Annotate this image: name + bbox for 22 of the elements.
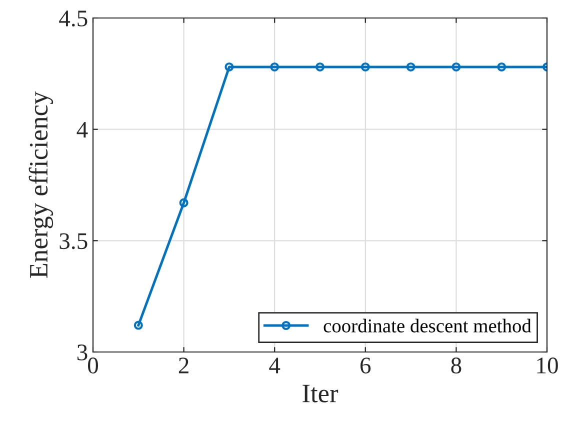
point xyxy=(224,62,234,72)
x-tick-label: 2 xyxy=(178,358,188,374)
point xyxy=(270,62,280,72)
x-axis-title: Iter xyxy=(302,384,338,402)
point xyxy=(315,62,325,72)
point xyxy=(406,62,416,72)
x-tick-label: 0 xyxy=(88,358,98,374)
x-tick-label: 10 xyxy=(537,358,558,374)
point xyxy=(134,320,143,330)
x-tick-label: 6 xyxy=(360,358,371,374)
x-tick-label: 8 xyxy=(451,358,462,374)
y-axis-title: Energy efficiency xyxy=(28,91,54,278)
y-tick-label: 3 xyxy=(77,344,88,360)
y-tick-label: 4.5 xyxy=(59,10,88,27)
point xyxy=(360,62,370,72)
point xyxy=(452,62,461,72)
point xyxy=(497,62,506,72)
x-tick-label: 4 xyxy=(269,358,280,374)
y-tick-label: 3.5 xyxy=(60,233,88,250)
y-tick-label: 4 xyxy=(76,122,88,138)
point xyxy=(179,198,188,208)
legend-label: coordinate descent method xyxy=(324,318,532,332)
